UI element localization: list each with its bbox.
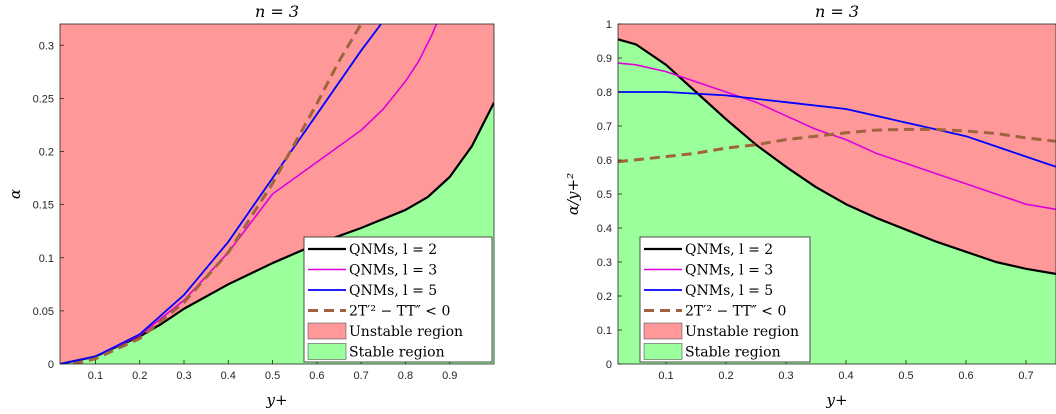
y-tick-label: 0.1 [597,325,612,337]
legend-label: Stable region [349,345,445,361]
legend-label: 2T′² − TT″ < 0 [349,304,450,320]
y-tick-label: 0.2 [39,147,54,159]
series-line-qnm-l2 [60,102,494,364]
x-tick-label: 0.7 [1018,370,1033,382]
y-tick-label: 0 [48,359,54,371]
y-tick-label: 0.3 [39,40,54,52]
x-tick-label: 0.9 [442,370,457,382]
right-chart-panel: 0.1 0.2 0.3 0.4 0.5 0.6 0.7 0 0.1 0.2 0.3 0.4 0.5 0.6… [564,2,1056,409]
y-tick-label: 0.15 [33,200,54,212]
legend-swatch-stable [643,343,683,360]
x-tick-label: 0.4 [221,370,236,382]
series-line-qnm-l2 [618,38,1056,275]
y-tick-label: 0.8 [597,87,612,99]
y-tick-label: 0.5 [597,189,612,201]
x-axis-label: y+ [825,391,847,409]
legend: QNMs, l = 2 QNMs, l = 3 QNMs, l = 5 2T′² − … [303,236,493,363]
legend-swatch-stable [307,343,347,360]
x-tick-label: 0.6 [958,370,973,382]
y-tick-label: 0 [606,359,612,371]
y-tick-label: 0.05 [33,306,54,318]
left-chart-panel: 0.1 0.2 0.3 0.4 0.5 0.6 0.7 0.8 0.9 0 0.05 0.1 0.15 0… [6,2,495,409]
chart-title: n = 3 [815,2,859,21]
x-tick-label: 0.8 [398,370,413,382]
x-tick-label: 0.7 [353,370,368,382]
legend-swatch-unstable [643,322,683,340]
y-tick-label: 0.3 [597,257,612,269]
legend-box [639,236,811,363]
legend-swatch-unstable [307,322,347,340]
x-tick-label: 0.6 [309,370,324,382]
x-tick-label: 0.3 [778,370,793,382]
legend: QNMs, l = 2 QNMs, l = 3 QNMs, l = 5 2T′² − … [639,236,811,363]
x-tick-label: 0.2 [718,370,733,382]
legend-label: Stable region [685,345,781,361]
legend-box [303,236,493,363]
series-line-criterion [618,127,1056,164]
y-tick-label: 0.25 [33,93,54,105]
y-axis-label: α/y+² [564,173,582,215]
y-axis-label: α [6,189,24,199]
legend-label: 2T′² − TT″ < 0 [685,304,786,320]
legend-label: QNMs, l = 3 [349,263,437,279]
series-line-qnm-l5 [60,24,382,364]
legend-label: QNMs, l = 5 [349,283,437,299]
series-line-qnm-l5 [618,91,1056,168]
y-tick-label: 0.9 [597,53,612,65]
legend-label: Unstable region [685,324,799,340]
x-tick-label: 0.1 [88,370,103,382]
legend-label: QNMs, l = 2 [349,242,437,258]
legend-label: QNMs, l = 5 [685,283,773,299]
series-line-qnm-l3 [60,24,438,364]
x-tick-label: 0.1 [658,370,673,382]
axes-frame [59,23,495,365]
x-tick-label: 0.5 [898,370,913,382]
y-tick-label: 0.6 [597,155,612,167]
x-tick-label: 0.2 [132,370,147,382]
legend-label: QNMs, l = 3 [685,263,773,279]
y-tick-label: 0.1 [39,253,54,265]
legend-label: Unstable region [349,324,463,340]
legend-label: QNMs, l = 2 [685,242,773,258]
y-tick-label: 1 [606,19,612,31]
y-tick-label: 0.7 [597,121,612,133]
y-tick-label: 0.4 [597,223,612,235]
x-tick-label: 0.4 [838,370,853,382]
x-tick-label: 0.3 [176,370,191,382]
chart-title: n = 3 [255,2,299,21]
x-axis-label: y+ [265,391,287,409]
x-tick-label: 0.5 [265,370,280,382]
series-line-criterion [72,24,363,364]
y-tick-label: 0.2 [597,291,612,303]
